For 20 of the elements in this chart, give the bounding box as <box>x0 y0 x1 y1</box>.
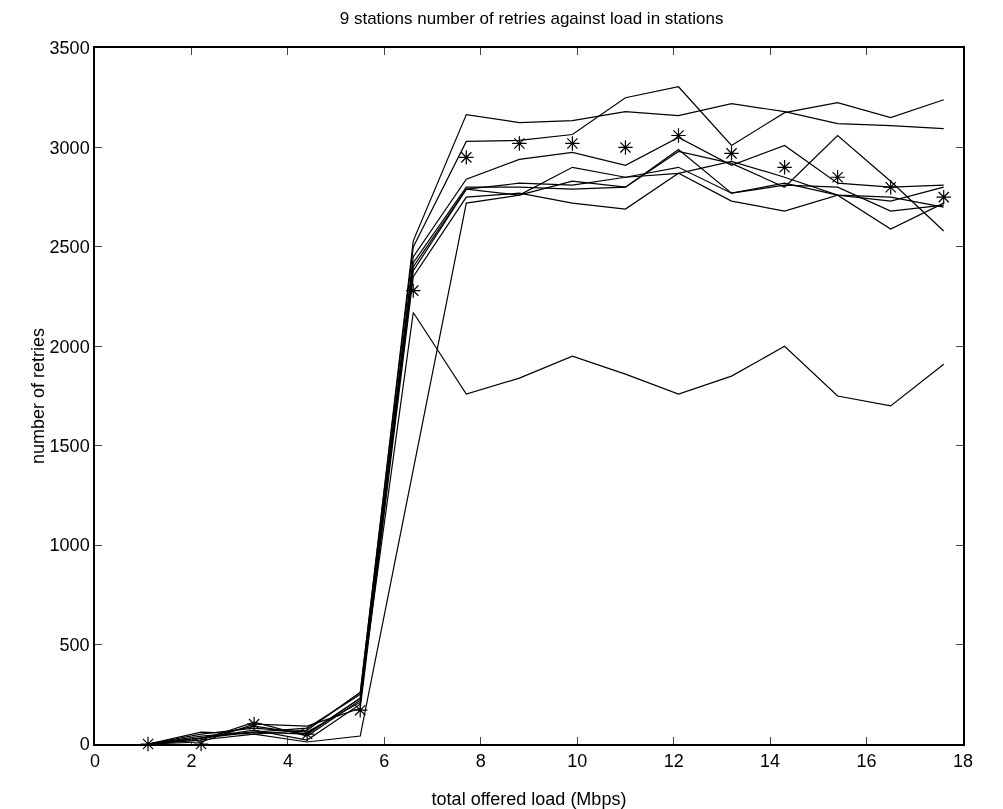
chart-title: 9 stations number of retries against load in stations <box>339 9 724 29</box>
y-tick-label: 1500 <box>49 436 90 457</box>
x-axis-title: total offered load (Mbps) <box>431 789 627 809</box>
x-tick-label: 12 <box>663 751 684 772</box>
y-tick-label: 2500 <box>49 237 90 258</box>
x-tick-label: 16 <box>856 751 877 772</box>
x-tick-label: 2 <box>186 751 197 772</box>
x-tick-label: 10 <box>567 751 588 772</box>
x-tick-label: 14 <box>760 751 781 772</box>
y-tick-label: 2000 <box>49 336 90 357</box>
x-tick-label: 18 <box>952 751 974 772</box>
y-tick-label: 0 <box>79 734 90 755</box>
x-tick-label: 6 <box>379 751 390 772</box>
x-tick-label: 8 <box>475 751 486 772</box>
y-axis-title: number of retries <box>27 327 48 465</box>
y-tick-label: 1000 <box>49 535 90 556</box>
y-tick-label: 500 <box>59 634 90 655</box>
y-tick-label: 3000 <box>49 137 90 158</box>
x-tick-label: 4 <box>282 751 293 772</box>
y-tick-label: 3500 <box>49 38 90 59</box>
